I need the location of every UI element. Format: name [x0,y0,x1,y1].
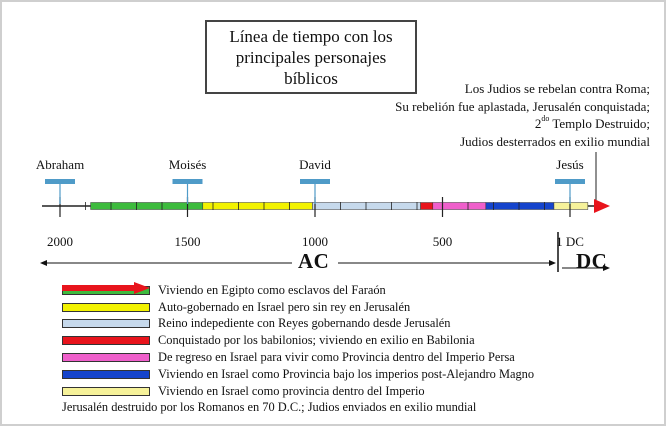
legend-item: Viviendo en Israel como Provincia bajo l… [62,366,534,383]
period-bar-3 [420,202,434,210]
legend-swatch [62,319,150,329]
legend-label: Reino indepediente con Reyes gobernando … [158,316,451,331]
legend-swatch [62,302,150,312]
title-line-2: principales personajes [235,47,387,67]
legend-label: Auto-gobernado en Israel pero sin rey en… [158,299,411,314]
tick-label-1000: 1000 [302,234,328,249]
person-marker-1 [172,179,203,184]
person-label-abraham: Abraham [35,157,85,172]
legend: Viviendo en Egipto como esclavos del Far… [62,282,534,416]
legend-label: Jerusalén destruido por los Romanos en 7… [62,400,477,415]
period-bar-0 [90,202,204,210]
legend-label: Viviendo en Israel como Provincia bajo l… [158,366,535,381]
era-label-ad: DC [576,249,608,273]
person-label-moises: Moisés [168,157,207,172]
tick-label-2000: 2000 [47,234,73,249]
legend-item: De regreso en Israel para vivir como Pro… [62,349,534,366]
era-label-bc: AC [298,249,330,273]
ad-span-arrow [603,265,610,271]
legend-swatch [62,353,150,363]
legend-item: Reino indepediente con Reyes gobernando … [62,316,534,333]
note-ordinal-suffix: do [541,114,550,123]
legend-arrow-icon [62,282,150,294]
legend-label: Conquistado por los babilonios; viviendo… [158,333,475,348]
legend-item: Conquistado por los babilonios; viviendo… [62,332,534,349]
legend-item: Jerusalén destruido por los Romanos en 7… [62,282,534,417]
legend-item: Viviendo en Israel como provincia dentro… [62,383,534,400]
note-line-4: Judios desterrados en exilio mundial [460,133,650,149]
tick-label-1500: 1500 [174,234,201,249]
legend-swatch [62,386,150,396]
person-marker-0 [45,179,75,184]
person-marker-2 [300,179,330,184]
rome-rebellion-note: Los Judios se rebelan contra Roma; Su re… [350,80,650,150]
legend-label: Viviendo en Egipto como esclavos del Far… [158,282,386,297]
tick-label-1-dc: 1 DC [556,234,584,249]
note-line-1: Los Judios se rebelan contra Roma; [464,81,650,96]
legend-label: De regreso en Israel para vivir como Pro… [158,350,515,365]
period-bar-4 [432,202,487,210]
bc-span-arrow-right [549,260,556,266]
title-line-3: bíblicos [284,68,338,88]
legend-swatch [62,336,150,346]
period-bar-5 [485,202,555,210]
title-box: Línea de tiempo con los principales pers… [205,20,417,94]
period-bar-6 [553,202,589,210]
legend-label: Viviendo en Israel como provincia dentro… [158,383,425,398]
person-label-jesus: Jesús [556,157,584,172]
person-marker-3 [555,179,585,184]
note-ordinal: 2 [534,116,542,131]
tick-label-500: 500 [432,234,453,249]
title-line-1: Línea de tiempo con los [229,26,393,46]
legend-swatch [62,369,150,379]
bc-span-arrow-left [40,260,47,266]
person-label-david: David [299,157,331,172]
period-bar-2 [312,202,421,210]
legend-item: Auto-gobernado en Israel pero sin rey en… [62,299,534,316]
period-bar-1 [202,202,313,210]
note-temple: Templo Destruido; [549,116,650,131]
note-line-3: 2do Templo Destruido; [350,115,650,133]
timeline-arrow-head [594,199,610,213]
note-line-2: Su rebelión fue aplastada, Jerusalén con… [395,98,650,114]
